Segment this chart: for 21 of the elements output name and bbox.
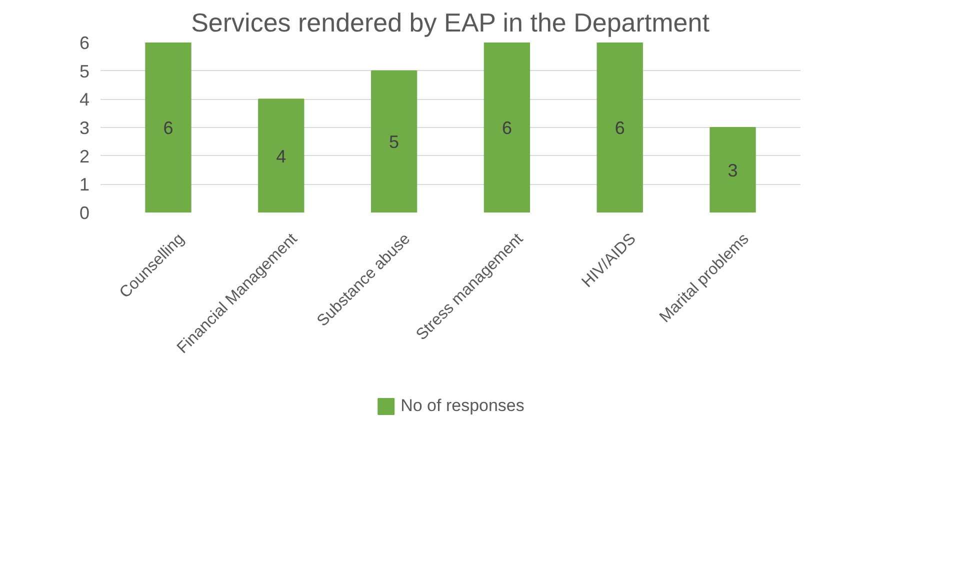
y-tick-label: 4 bbox=[79, 90, 90, 110]
bar bbox=[145, 42, 192, 212]
data-label: 6 bbox=[163, 118, 174, 138]
data-label: 6 bbox=[614, 118, 625, 138]
data-label: 5 bbox=[389, 132, 400, 152]
legend-label: No of responses bbox=[400, 396, 524, 416]
data-label: 6 bbox=[502, 118, 512, 138]
y-tick-label: 5 bbox=[79, 61, 90, 82]
bar bbox=[596, 42, 643, 212]
bar bbox=[484, 42, 530, 212]
chart-title: Services rendered by EAP in the Department bbox=[191, 8, 710, 38]
y-tick-label: 6 bbox=[79, 33, 90, 53]
y-tick-label: 2 bbox=[79, 146, 90, 166]
bar bbox=[370, 70, 418, 212]
data-label: 4 bbox=[276, 146, 286, 166]
y-tick-label: 1 bbox=[79, 174, 90, 195]
bar bbox=[258, 98, 304, 212]
data-label: 3 bbox=[728, 160, 738, 180]
y-tick-label: 3 bbox=[79, 118, 90, 138]
bar bbox=[710, 127, 756, 212]
y-tick-label: 0 bbox=[79, 203, 90, 223]
